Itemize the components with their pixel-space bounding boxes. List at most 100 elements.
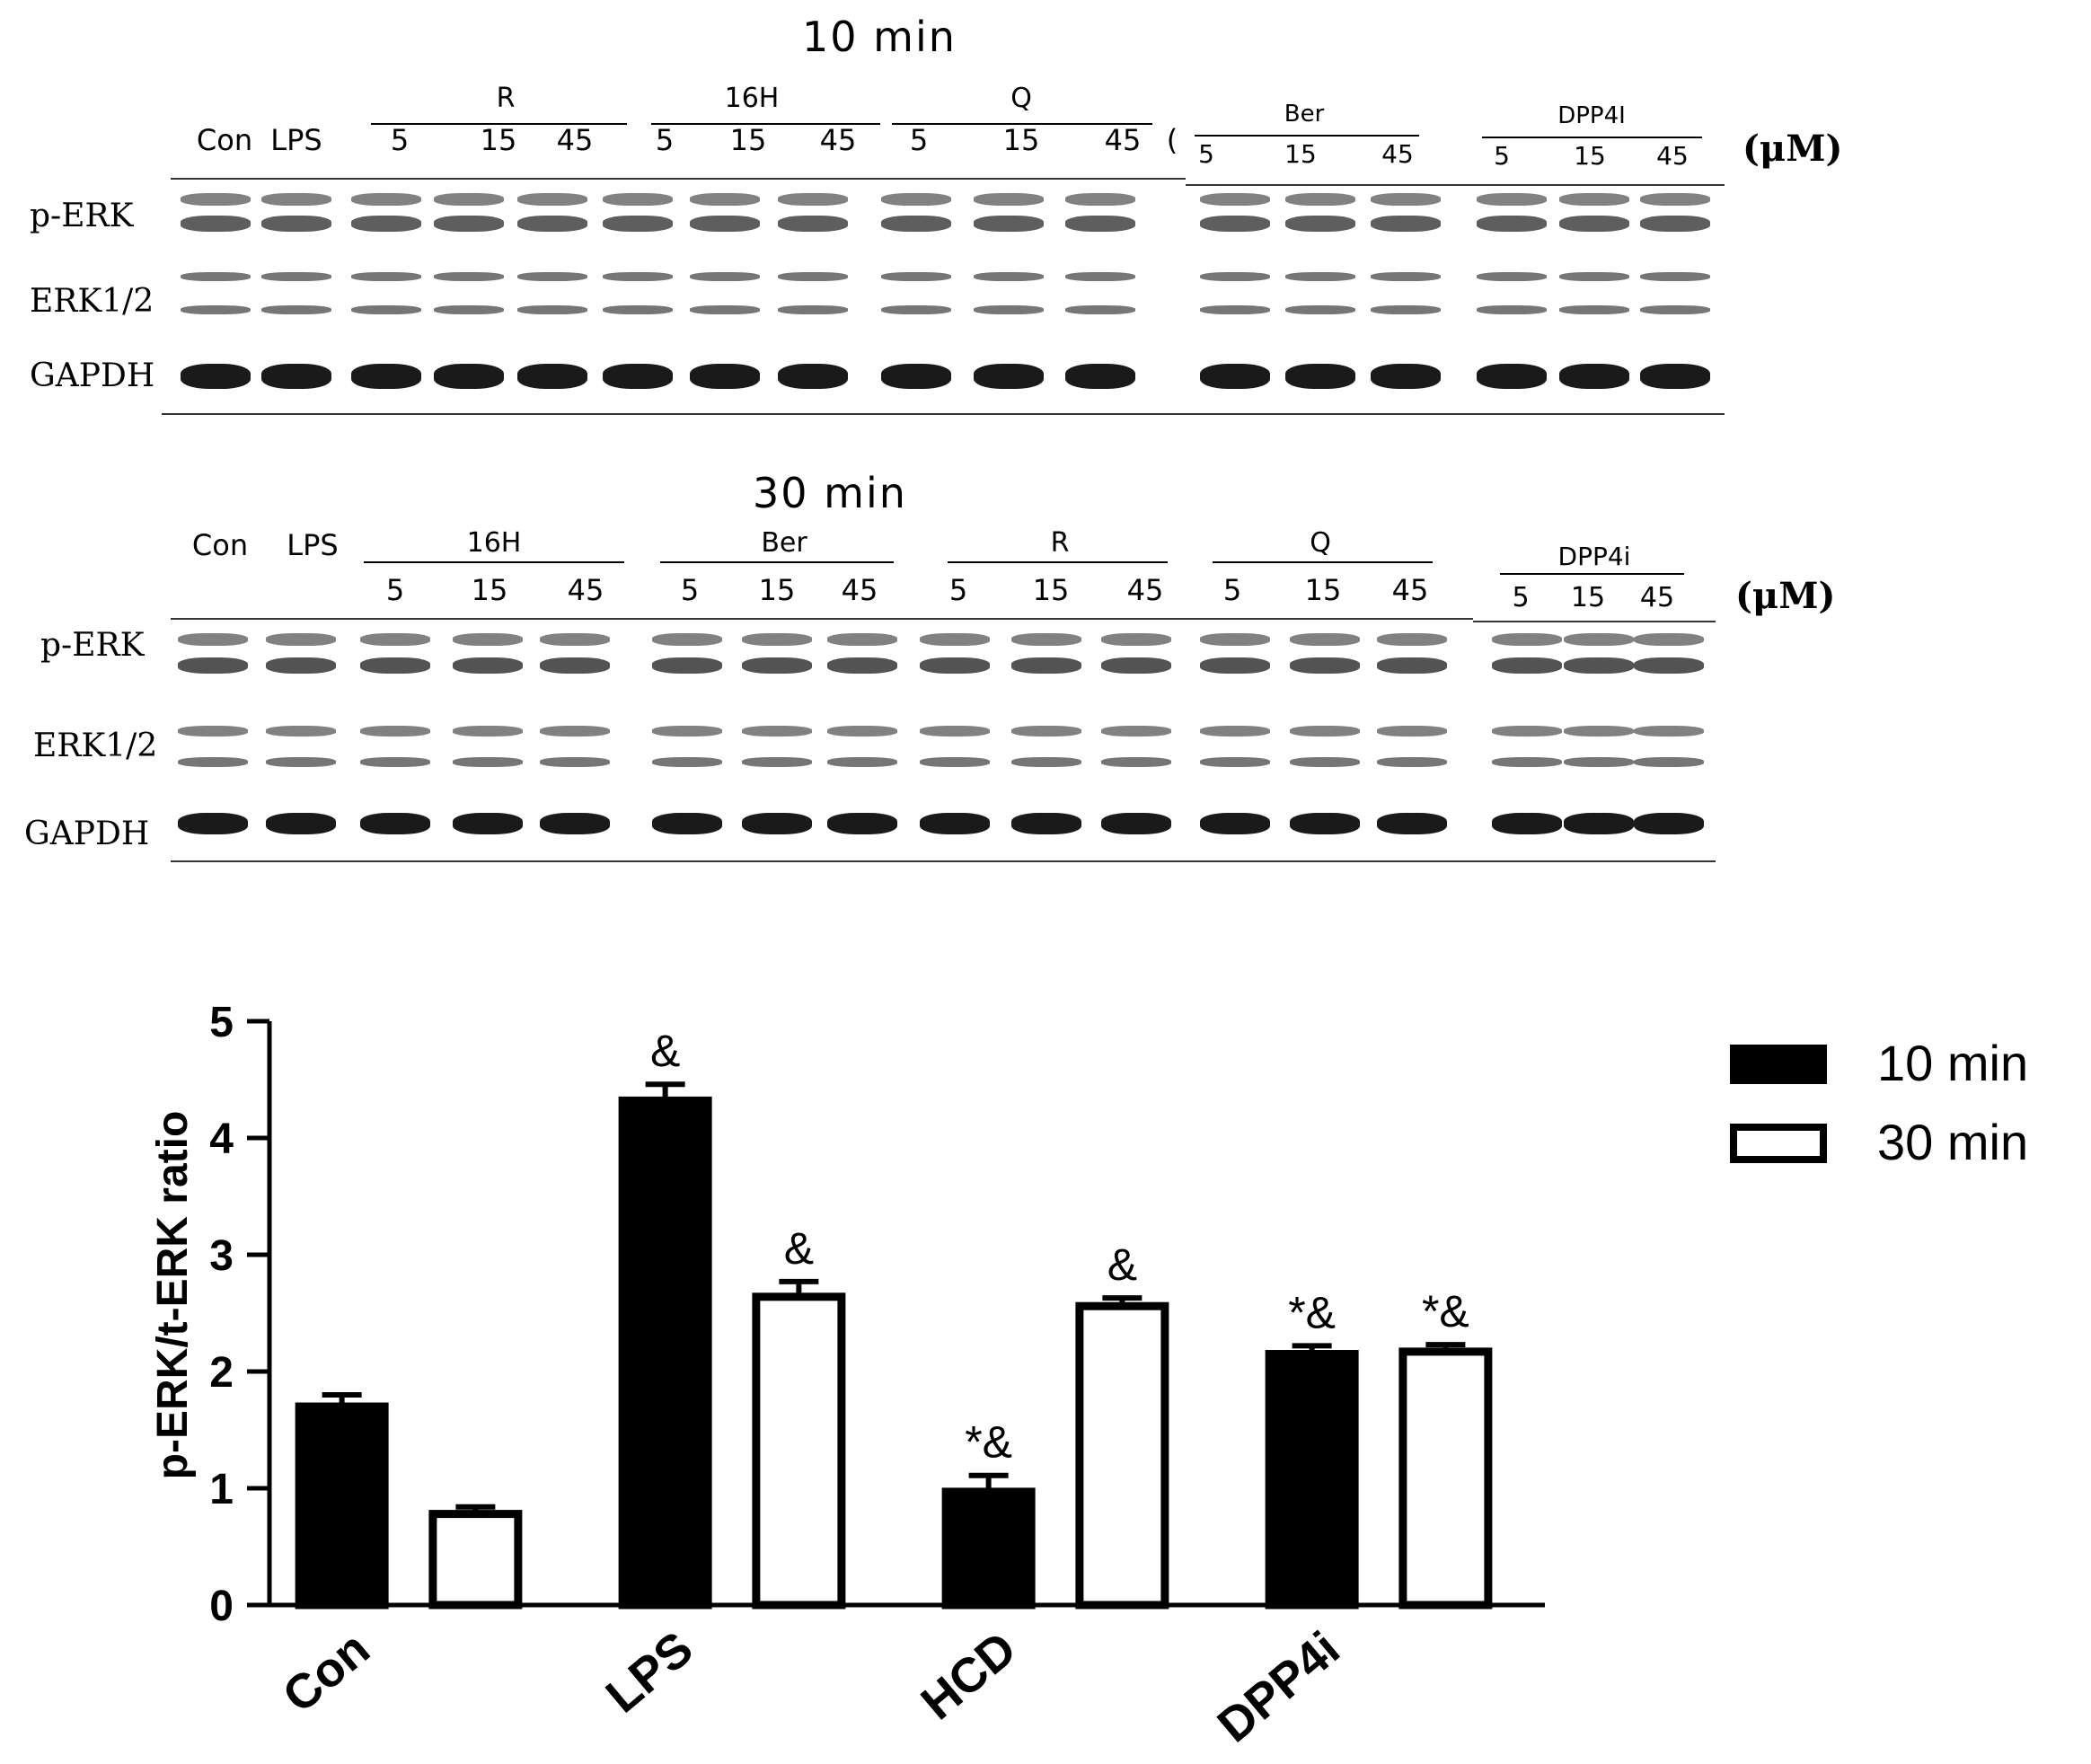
blot-band — [603, 193, 673, 206]
blot-band — [1200, 305, 1270, 314]
blot-band — [603, 216, 673, 232]
blot-band — [351, 193, 421, 206]
blot-band — [434, 272, 504, 281]
blot-band — [178, 757, 248, 767]
blot-band — [178, 657, 248, 674]
group-underline — [1500, 573, 1684, 575]
blot-band — [1377, 726, 1447, 736]
blot-band — [517, 193, 587, 206]
bar — [1075, 1301, 1169, 1610]
blot-band — [266, 633, 336, 646]
blot-band — [1559, 364, 1629, 389]
dose-label: 5 — [680, 573, 700, 607]
blot-band — [1285, 193, 1355, 206]
group-underline — [651, 123, 880, 125]
blot-band — [517, 364, 587, 389]
blot-band — [1477, 193, 1547, 206]
group-label-r: R — [496, 83, 516, 114]
y-tick-label: 0 — [209, 1583, 234, 1630]
blot-band — [1477, 305, 1547, 314]
blot-band — [1371, 193, 1441, 206]
group-underline — [364, 561, 624, 563]
blot-band — [261, 364, 331, 389]
blot-band — [1371, 216, 1441, 232]
significance-label: & — [1107, 1239, 1137, 1290]
blot-band — [266, 757, 336, 767]
group-underline — [1195, 135, 1419, 137]
blot-band — [1640, 272, 1710, 281]
blot-band — [1200, 272, 1270, 281]
blot-band — [1065, 305, 1135, 314]
category-label: Con — [273, 1621, 380, 1723]
significance-label: *& — [1288, 1287, 1336, 1337]
blot-band — [540, 726, 610, 736]
blot-band — [1065, 193, 1135, 206]
group-label-q: Q — [1310, 527, 1331, 559]
blot-band — [178, 813, 248, 834]
bar — [618, 1096, 712, 1610]
blot-band — [453, 633, 523, 646]
group-underline — [371, 123, 627, 125]
dose-label: 15 — [1570, 582, 1606, 613]
blot-band — [1101, 726, 1171, 736]
dose-label: 15 — [1304, 573, 1342, 607]
blot-band — [742, 813, 812, 834]
y-tick-label: 5 — [209, 999, 234, 1046]
dose-label: 45 — [1381, 139, 1414, 169]
blot-band — [1377, 657, 1447, 674]
dose-label: 45 — [1639, 582, 1675, 613]
blot-band — [1492, 657, 1562, 674]
blot-band — [652, 657, 722, 674]
blot-band — [360, 757, 430, 767]
significance-label: *& — [1422, 1286, 1469, 1336]
dose-label: 5 — [1494, 141, 1510, 171]
group-underline — [1482, 137, 1702, 138]
blot-band — [920, 633, 990, 646]
blot-10min: 10 min Con LPS R 16H Q Ber DPP4I 5 15 45… — [0, 0, 1842, 431]
blot-band — [827, 813, 897, 834]
category-label: DPP4i — [1208, 1621, 1350, 1752]
chart-bars: & & *& & *& *& — [295, 1026, 1493, 1610]
blot-band — [540, 657, 610, 674]
blot-band — [517, 305, 587, 314]
blot-band — [1200, 657, 1270, 674]
dose-label: 15 — [1574, 141, 1606, 171]
blot-band — [1290, 813, 1360, 834]
group-label-dpp4i: DPP4i — [1557, 542, 1631, 571]
blot-band — [920, 813, 990, 834]
unit-label: (μM) — [1735, 575, 1836, 617]
blot-band — [827, 657, 897, 674]
blot-band — [181, 272, 251, 281]
blot-band — [1371, 364, 1441, 389]
blot-band — [261, 193, 331, 206]
blot-band — [652, 633, 722, 646]
blot-band — [1290, 726, 1360, 736]
blot-band — [1492, 757, 1562, 767]
blot-band — [1559, 272, 1629, 281]
group-label-q: Q — [1010, 83, 1032, 114]
blot-band — [827, 726, 897, 736]
blot-band — [974, 305, 1044, 314]
blot-band — [1634, 633, 1704, 646]
bar — [941, 1487, 1036, 1610]
blot-band — [778, 305, 848, 314]
blot-band — [453, 757, 523, 767]
y-axis-label: p-ERK/t-ERK ratio — [149, 1111, 197, 1480]
dose-label: 15 — [1032, 573, 1070, 607]
group-underline — [948, 561, 1168, 563]
blot-band — [778, 193, 848, 206]
blot-band — [920, 726, 990, 736]
blot-band — [827, 757, 897, 767]
blot-band — [360, 726, 430, 736]
blot-band — [1200, 633, 1270, 646]
blot-border — [171, 860, 1716, 862]
blot-band — [540, 813, 610, 834]
blot-band — [453, 813, 523, 834]
significance-label: & — [650, 1026, 680, 1076]
blot-band — [881, 193, 951, 206]
blot-band — [827, 633, 897, 646]
dose-label: 15 — [758, 573, 796, 607]
blot-band — [1640, 193, 1710, 206]
dose-label: 45 — [1656, 141, 1689, 171]
blot-band — [690, 193, 760, 206]
